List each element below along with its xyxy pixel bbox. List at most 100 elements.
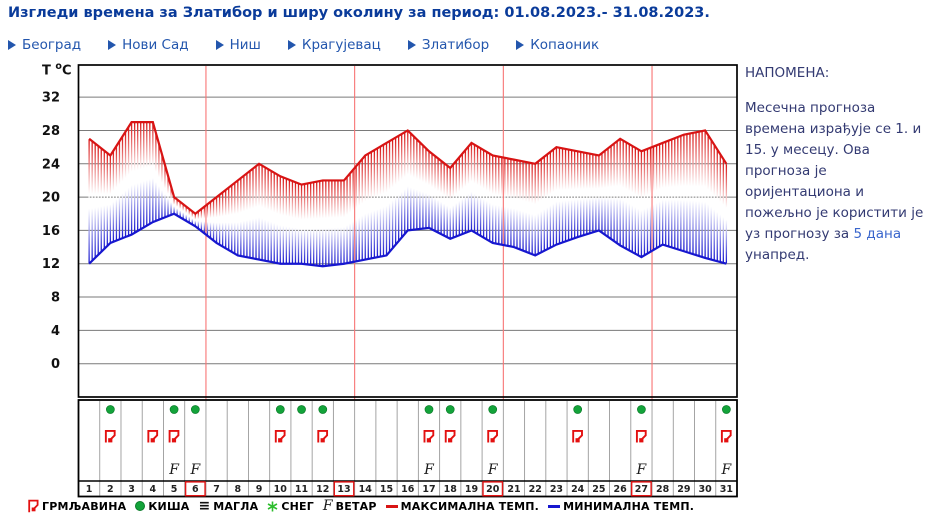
note-panel: НАПОМЕНА: Месечна прогноза времена израђ… [745, 63, 929, 266]
thunderstorm-icon [317, 429, 329, 443]
day-number-10: 10 [274, 484, 288, 495]
wind-icon: F [721, 462, 733, 478]
nav-arrow-icon [287, 40, 296, 50]
rain-icon [106, 405, 115, 414]
nav-link-label: Ниш [229, 37, 261, 53]
chart-legend: ГРМЉАВИНА КИША ≡ МАГЛА СНЕГ F ВЕТАР МАКСИМАЛНА … [28, 499, 694, 513]
nav-link-Копаоник[interactable]: Копаоник [516, 37, 599, 53]
day-number-24: 24 [571, 484, 585, 495]
legend-label: ГРМЉАВИНА [42, 499, 127, 513]
nav-link-label: Нови Сад [122, 37, 189, 53]
nav-link-Крагујевац[interactable]: Крагујевац [287, 37, 381, 53]
legend-label: СНЕГ [281, 499, 314, 513]
thunderstorm-icon [444, 429, 456, 443]
rain-icon [190, 405, 200, 414]
legend-item-max-temp: МАКСИМАЛНА ТЕМП. [385, 499, 540, 513]
day-number-30: 30 [699, 484, 713, 495]
day-number-27: 27 [635, 484, 648, 495]
day-number-25: 25 [592, 484, 605, 495]
min-temp-icon [548, 504, 561, 508]
wind-icon: F [487, 462, 499, 478]
day-number-29: 29 [677, 484, 690, 495]
day-number-8: 8 [235, 484, 242, 495]
nav-link-Ниш[interactable]: Ниш [215, 37, 261, 53]
thunderstorm-icon [487, 429, 498, 443]
nav-arrow-icon [407, 40, 416, 50]
day-number-19: 19 [465, 484, 478, 495]
nav-link-Нови Сад[interactable]: Нови Сад [108, 37, 189, 53]
sunday-box [482, 481, 504, 497]
thunderstorm-icon [168, 429, 180, 443]
legend-label: МИНИМАЛНА ТЕМП. [563, 499, 695, 513]
rain-icon [169, 405, 179, 414]
legend-label: КИША [148, 499, 190, 513]
day-number-4: 4 [150, 484, 157, 495]
legend-label: ВЕТАР [335, 499, 377, 513]
day-number-16: 16 [401, 484, 415, 495]
day-number-13: 13 [337, 484, 350, 495]
thunderstorm-icon [147, 429, 159, 443]
rain-icon [573, 405, 583, 414]
day-number-9: 9 [256, 484, 263, 495]
y-tick-label-4: 4 [51, 324, 60, 339]
y-axis-unit-c: C [61, 63, 72, 79]
legend-label: МАКСИМАЛНА ТЕМП. [400, 499, 540, 513]
day-number-14: 14 [359, 484, 373, 495]
min-temp-line [88, 212, 727, 268]
page-title: Изгледи времена за Златибор и ширу околи… [8, 5, 710, 21]
nav-link-label: Копаоник [530, 37, 600, 53]
note-text-after: унапред. [745, 247, 810, 263]
rain-icon [445, 405, 455, 414]
wind-icon: F [168, 462, 180, 478]
nav-arrow-icon [516, 40, 525, 50]
rain-icon [637, 405, 646, 414]
nav-arrow-icon [215, 40, 224, 50]
rain-icon [297, 405, 306, 414]
thunderstorm-icon [104, 429, 116, 443]
thunder-icon [28, 499, 39, 513]
wind-icon: F [636, 462, 648, 478]
y-tick-label-16: 16 [42, 224, 60, 239]
city-nav: Београд Нови Сад Ниш Крагујевац Златибор Копа… [8, 37, 599, 53]
nav-arrow-icon [108, 40, 117, 50]
y-tick-label-20: 20 [42, 191, 60, 206]
five-day-forecast-link[interactable]: 5 дана [853, 226, 902, 242]
day-number-11: 11 [295, 484, 308, 495]
legend-item-fog: ≡ МАГЛА [198, 499, 258, 513]
y-tick-label-28: 28 [42, 124, 60, 139]
rain-icon [318, 405, 328, 414]
y-tick-label-8: 8 [51, 291, 60, 306]
note-heading: НАПОМЕНА: [745, 65, 830, 81]
day-number-1: 1 [86, 484, 93, 495]
temperature-range-hatch [88, 122, 728, 266]
day-number-15: 15 [380, 484, 393, 495]
rain-icon [275, 405, 285, 414]
y-tick-label-12: 12 [42, 257, 60, 272]
rain-icon [135, 501, 146, 511]
max-temp-line [88, 121, 728, 216]
rain-icon [488, 405, 498, 414]
day-number-26: 26 [614, 484, 628, 495]
day-number-28: 28 [656, 484, 670, 495]
nav-link-Златибор[interactable]: Златибор [407, 37, 489, 53]
day-number-23: 23 [550, 484, 563, 495]
legend-item-rain: КИША [135, 500, 189, 513]
rain-icon [722, 405, 731, 414]
rain-icon [424, 405, 434, 414]
day-number-3: 3 [128, 484, 135, 495]
snow-icon [267, 501, 278, 511]
legend-item-snow: СНЕГ [267, 500, 314, 513]
thunderstorm-icon [572, 429, 583, 443]
sunday-box [333, 481, 355, 497]
legend-item-thunder: ГРМЉАВИНА [28, 499, 126, 513]
max-temp-icon [385, 504, 398, 508]
day-number-31: 31 [720, 484, 733, 495]
day-number-7: 7 [213, 484, 220, 495]
wind-icon: F [322, 498, 333, 514]
wind-icon: F [423, 462, 435, 478]
nav-link-Београд[interactable]: Београд [8, 37, 81, 53]
note-body: Месечна прогноза времена израђује се 1. … [745, 98, 929, 266]
day-strip-frame [77, 399, 738, 498]
wind-icon: F [189, 462, 201, 478]
